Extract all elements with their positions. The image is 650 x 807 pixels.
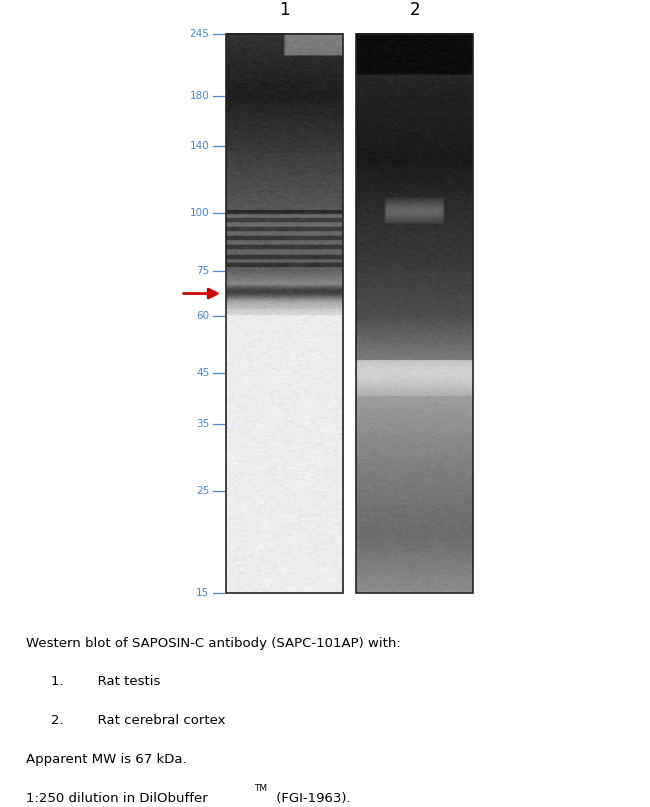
Text: 25: 25	[196, 486, 209, 496]
Text: (FGI-1963).: (FGI-1963).	[272, 792, 351, 805]
Text: 15: 15	[196, 588, 209, 599]
Text: 2.        Rat cerebral cortex: 2. Rat cerebral cortex	[51, 714, 226, 727]
Text: 1: 1	[280, 1, 290, 19]
Text: 1.        Rat testis: 1. Rat testis	[51, 675, 161, 688]
Text: 75: 75	[196, 266, 209, 276]
Text: TM: TM	[254, 784, 267, 792]
Text: 35: 35	[196, 419, 209, 429]
Text: 100: 100	[190, 208, 209, 218]
Text: Apparent MW is 67 kDa.: Apparent MW is 67 kDa.	[26, 753, 187, 766]
Text: Western blot of SAPOSIN-C antibody (SAPC-101AP) with:: Western blot of SAPOSIN-C antibody (SAPC…	[26, 637, 401, 650]
Text: 60: 60	[196, 311, 209, 320]
Text: 45: 45	[196, 368, 209, 378]
Text: 140: 140	[190, 141, 209, 151]
Text: 180: 180	[190, 90, 209, 101]
Text: 1:250 dilution in DilObuffer: 1:250 dilution in DilObuffer	[26, 792, 208, 805]
Bar	[226, 34, 343, 593]
Bar	[356, 34, 473, 593]
Text: 2: 2	[410, 1, 420, 19]
Text: 245: 245	[189, 29, 209, 39]
